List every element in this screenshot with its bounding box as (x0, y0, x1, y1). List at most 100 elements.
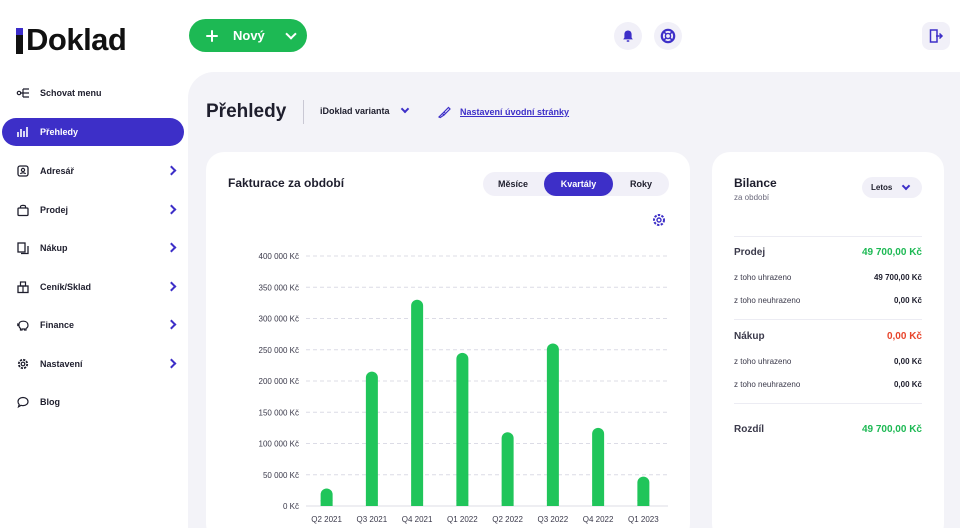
shopping-bag-icon (16, 203, 30, 217)
chevron-down-icon (285, 27, 297, 40)
logout-icon (929, 29, 944, 43)
logo[interactable]: Doklad (16, 18, 127, 57)
difference-value: 49 700,00 Kč (861, 424, 922, 435)
bar (546, 343, 559, 506)
home-settings-link[interactable]: Nastavení úvodní stránky (437, 104, 569, 119)
y-tick-label: 300 000 Kč (259, 315, 299, 324)
bar-chart-icon (16, 125, 30, 139)
segment-months[interactable]: Měsíce (497, 179, 529, 189)
sales-label: Prodej (734, 247, 766, 258)
balance-row-purchase: Nákup 0,00 Kč (734, 331, 922, 342)
sidebar-item-blog[interactable]: Blog (2, 388, 184, 416)
balance-period-select[interactable]: Letos (862, 177, 922, 198)
logo-i-mark (16, 28, 24, 54)
new-document-button[interactable]: Nový (189, 19, 307, 52)
purchase-paid-label: z toho uhrazeno (734, 357, 792, 366)
documents-icon (16, 241, 30, 255)
balance-row-sales: Prodej 49 700,00 Kč (734, 247, 922, 258)
purchase-value: 0,00 Kč (886, 331, 922, 342)
sales-value: 49 700,00 Kč (861, 247, 922, 258)
x-tick-label: Q1 2023 (628, 515, 659, 524)
top-bar: Doklad Nový (0, 0, 960, 72)
chevron-down-icon (902, 181, 911, 190)
main-content: Přehledy iDoklad varianta Nastavení úvod… (188, 72, 960, 528)
sidebar-item-label: Nastavení (40, 359, 83, 369)
bar-base (637, 500, 650, 506)
bar (411, 299, 424, 506)
logout-button[interactable] (922, 22, 950, 50)
y-tick-label: 250 000 Kč (259, 346, 299, 355)
y-tick-label: 0 Kč (283, 502, 299, 511)
invoicing-title: Fakturace za období (228, 176, 345, 190)
sidebar-item-label: Blog (40, 397, 60, 407)
x-tick-label: Q4 2022 (583, 515, 614, 524)
chart-settings-button[interactable] (651, 212, 667, 233)
sidebar-item-label: Adresář (40, 166, 75, 176)
new-button-label: Nový (233, 28, 265, 43)
sidebar-item-sales[interactable]: Prodej (2, 196, 184, 224)
plus-icon (206, 29, 218, 42)
divider (734, 319, 922, 320)
bar-base (411, 500, 424, 506)
balance-row-difference: Rozdíl 49 700,00 Kč (734, 424, 922, 435)
sales-paid-value: 49 700,00 Kč (873, 273, 922, 282)
bar (365, 371, 378, 506)
segment-quarters[interactable]: Kvartály (544, 172, 613, 196)
sidebar-item-purchase[interactable]: Nákup (2, 234, 184, 262)
bar-base (320, 500, 333, 506)
purchase-paid-value: 0,00 Kč (893, 357, 922, 366)
variant-label: iDoklad varianta (320, 106, 390, 116)
bar-base (592, 500, 605, 506)
sidebar-item-settings[interactable]: Nastavení (2, 350, 184, 378)
chat-bubble-icon (16, 395, 30, 409)
y-tick-label: 150 000 Kč (259, 408, 299, 417)
sidebar-item-hide-menu[interactable]: Schovat menu (2, 79, 184, 107)
sidebar: Schovat menu Přehledy Adresář Prodej (0, 72, 188, 528)
sales-unpaid-value: 0,00 Kč (893, 296, 922, 305)
bar-base (501, 500, 514, 506)
divider (734, 403, 922, 404)
sidebar-item-overviews[interactable]: Přehledy (2, 118, 184, 146)
lifebuoy-icon (660, 28, 676, 44)
segment-years[interactable]: Roky (629, 179, 652, 189)
bar (592, 427, 605, 506)
purchase-unpaid-value: 0,00 Kč (893, 380, 922, 389)
chevron-right-icon (166, 204, 177, 215)
bar (637, 476, 650, 506)
sidebar-item-label: Prodej (40, 205, 69, 215)
y-tick-label: 350 000 Kč (259, 283, 299, 292)
x-tick-label: Q2 2021 (311, 515, 342, 524)
sidebar-item-label: Ceník/Sklad (40, 282, 92, 292)
purchase-label: Nákup (734, 331, 765, 342)
balance-subtitle: za období (734, 193, 770, 202)
y-tick-label: 400 000 Kč (259, 252, 299, 261)
sales-paid-label: z toho uhrazeno (734, 273, 792, 282)
help-button[interactable] (654, 22, 682, 50)
sidebar-item-address-book[interactable]: Adresář (2, 157, 184, 185)
chevron-right-icon (166, 319, 177, 330)
balance-row-purchase-paid: z toho uhrazeno 0,00 Kč (734, 357, 922, 366)
invoicing-card: Fakturace za období Měsíce Kvartály Roky… (206, 152, 690, 528)
notifications-button[interactable] (614, 22, 642, 50)
chevron-right-icon (166, 242, 177, 253)
sidebar-item-label: Finance (40, 320, 75, 330)
x-tick-label: Q3 2021 (357, 515, 388, 524)
sidebar-item-label: Přehledy (40, 127, 79, 137)
period-label: Letos (871, 183, 893, 192)
sidebar-item-label: Schovat menu (40, 88, 102, 98)
period-segmented-control: Měsíce Kvartály Roky (483, 172, 669, 196)
sidebar-item-pricelist-stock[interactable]: Ceník/Sklad (2, 273, 184, 301)
variant-select[interactable]: iDoklad varianta (320, 104, 409, 116)
logo-text: Doklad (26, 22, 127, 57)
address-book-icon (16, 164, 30, 178)
chevron-right-icon (166, 281, 177, 292)
gear-icon (653, 214, 665, 226)
balance-row-sales-paid: z toho uhrazeno 49 700,00 Kč (734, 273, 922, 282)
chevron-right-icon (166, 165, 177, 176)
sidebar-item-finance[interactable]: Finance (2, 311, 184, 339)
piggy-bank-icon (16, 318, 30, 332)
y-tick-label: 50 000 Kč (263, 471, 299, 480)
y-tick-label: 200 000 Kč (259, 377, 299, 386)
home-settings-label: Nastavení úvodní stránky (460, 106, 570, 117)
